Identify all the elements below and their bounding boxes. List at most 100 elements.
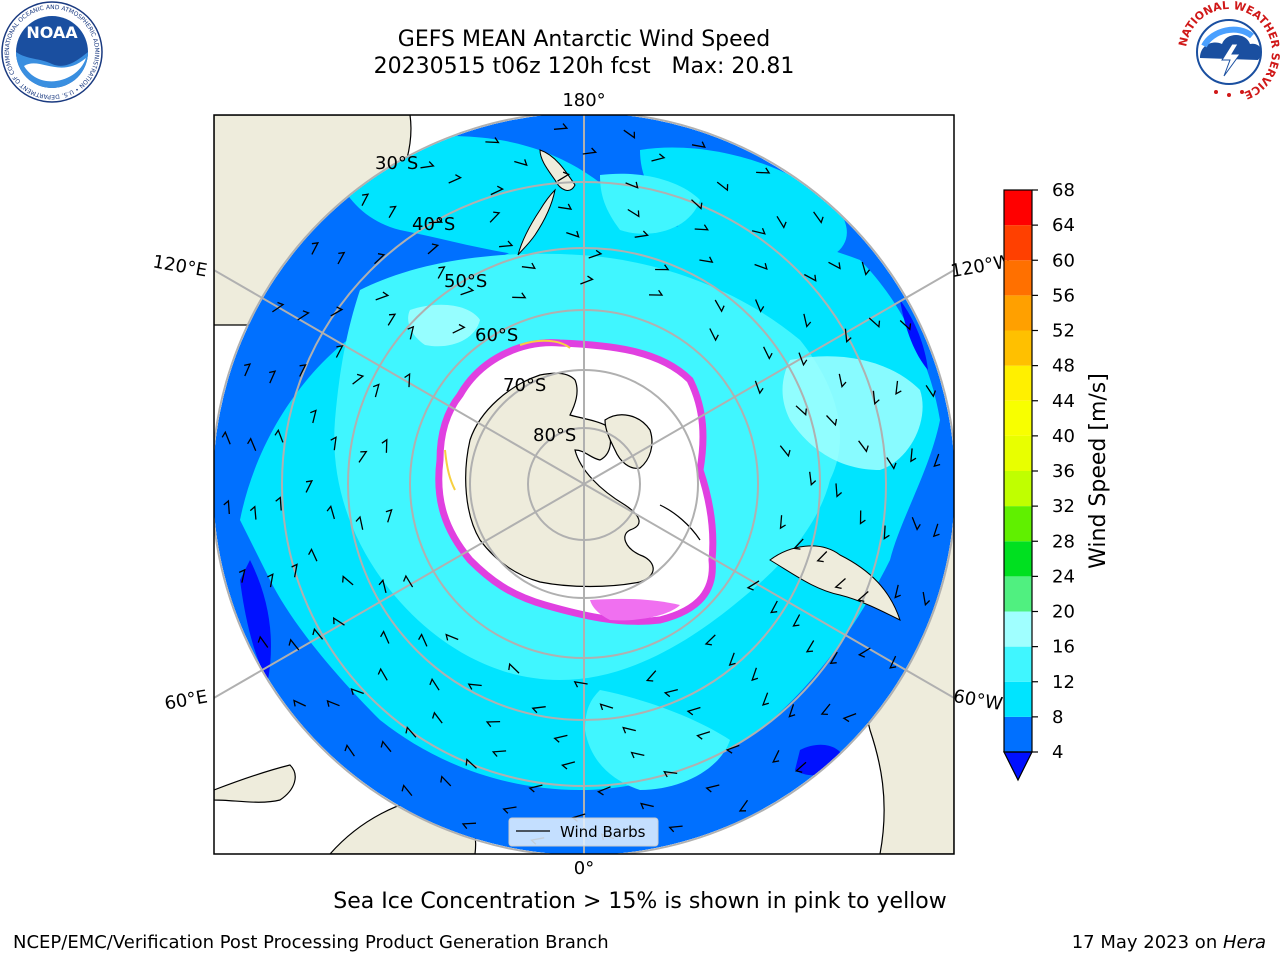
- colorbar-level-13: [1004, 260, 1032, 296]
- wind-barb-158: [794, 761, 807, 773]
- map-frame: [213, 114, 955, 855]
- legend-label: Wind Barbs: [560, 823, 646, 841]
- wind-barb-50: [835, 483, 843, 498]
- wind-barb-96: [872, 390, 880, 406]
- wind-barb-78: [630, 751, 645, 759]
- wind-barb-116: [514, 159, 528, 167]
- wind-barb-88: [428, 216, 443, 224]
- wind-barb-149: [813, 211, 824, 224]
- wind-barb-23: [521, 262, 536, 270]
- wind-barb-49: [826, 415, 838, 427]
- wind-barb-72: [858, 440, 869, 453]
- wind-barb-155: [922, 591, 931, 607]
- wind-barb-30: [793, 538, 804, 550]
- wind-barb-40: [352, 373, 365, 385]
- colorbar-level-6: [1004, 506, 1032, 542]
- colorbar-level-3: [1004, 611, 1032, 647]
- wind-barb-138: [267, 573, 274, 588]
- wind-barb-166: [293, 699, 306, 707]
- colorbar-tick-label-0: 4: [1052, 742, 1063, 763]
- colorbar-level-2: [1004, 646, 1032, 682]
- wind-barb-172: [272, 301, 285, 313]
- colorbar-level-5: [1004, 541, 1032, 577]
- wind-barb-16: [508, 662, 520, 674]
- wind-barb-17: [445, 633, 459, 641]
- wind-barb-37: [418, 633, 428, 647]
- wind-barb-99: [857, 591, 869, 603]
- wind-barb-107: [405, 726, 417, 738]
- wind-barb-148: [756, 167, 771, 174]
- wind-barb-106: [465, 758, 477, 769]
- colorbar-level-1: [1004, 681, 1032, 717]
- wind-barb-53: [751, 667, 759, 682]
- wind-barb-125: [911, 517, 921, 531]
- colorbar-tick-label-9: 40: [1052, 426, 1075, 447]
- lon-label-60w: 60°W: [952, 686, 1005, 715]
- lon-label-180: 180°: [562, 90, 605, 111]
- colorbar-tick-label-1: 8: [1052, 707, 1063, 728]
- wind-barb-42: [437, 266, 446, 279]
- south-america-tip: [769, 545, 901, 621]
- wind-barb-4: [452, 323, 466, 334]
- wind-barb-69: [754, 263, 768, 271]
- wind-barb-22: [460, 286, 475, 296]
- colorbar-level-15: [1004, 190, 1032, 226]
- wind-barb-102: [725, 744, 740, 754]
- wind-barb-113: [299, 364, 307, 377]
- wind-barb-165: [344, 743, 355, 757]
- wind-barb-100: [829, 651, 838, 665]
- wind-barb-68: [694, 224, 709, 231]
- wind-barb-114: [330, 306, 344, 317]
- wind-barb-14: [645, 670, 657, 682]
- wind-barb-65: [489, 211, 501, 223]
- wind-barb-34: [599, 703, 614, 711]
- wind-barbs: [221, 123, 941, 845]
- lat-label-40s: 40°S: [412, 214, 455, 235]
- wind-barb-26: [714, 299, 725, 313]
- graticule: [214, 115, 954, 854]
- colorbar-level-11: [1004, 330, 1032, 366]
- map-title: GEFS MEAN Antarctic Wind Speed: [397, 27, 771, 52]
- colorbar-level-14: [1004, 225, 1032, 261]
- wind-barb-151: [899, 320, 912, 331]
- colorbar-tick-label-2: 12: [1052, 672, 1075, 693]
- wind-barb-159: [738, 799, 749, 812]
- lon-label-120e: 120°E: [151, 251, 209, 281]
- wind-barb-39: [330, 436, 337, 451]
- wind-barb-115: [448, 174, 463, 184]
- wind-barb-10: [779, 445, 791, 458]
- wind-barb-19: [358, 450, 368, 463]
- wind-barb-32: [728, 652, 736, 666]
- footer-date: 17 May 2023 on Hera: [1072, 932, 1266, 953]
- wind-barb-47: [755, 299, 765, 313]
- wind-barb-59: [380, 630, 390, 644]
- wind-barb-164: [401, 784, 413, 797]
- wind-barb-0: [403, 574, 414, 588]
- meridian-120e-60w: [214, 268, 954, 700]
- wind-barb-131: [640, 802, 654, 810]
- wind-barb-118: [651, 153, 666, 162]
- colorbar-tick-label-13: 56: [1052, 285, 1075, 306]
- wind-barb-95: [844, 328, 852, 344]
- wind-barb-12: [746, 580, 760, 591]
- wind-barb-62: [335, 345, 344, 358]
- wind-barb-168: [238, 568, 246, 583]
- wind-barb-18: [355, 515, 364, 530]
- wind-barb-33: [663, 688, 678, 698]
- wind-barb-146: [623, 129, 636, 139]
- colorbar-label: Wind Speed [m/s]: [1086, 373, 1111, 569]
- wind-barb-98: [883, 525, 890, 540]
- wind-barb-142: [297, 310, 310, 321]
- wind-barb-81: [431, 711, 443, 724]
- wind-barb-5: [512, 292, 527, 299]
- wind-barb-143: [337, 251, 346, 265]
- wind-barb-111: [275, 496, 282, 511]
- new-zealand-north: [539, 149, 576, 191]
- wind-barb-44: [566, 230, 580, 238]
- wind-barb-46: [699, 256, 714, 264]
- wind-barb-7: [648, 289, 664, 296]
- wind-barb-15: [573, 681, 588, 688]
- lat-label-70s: 70°S: [503, 375, 546, 396]
